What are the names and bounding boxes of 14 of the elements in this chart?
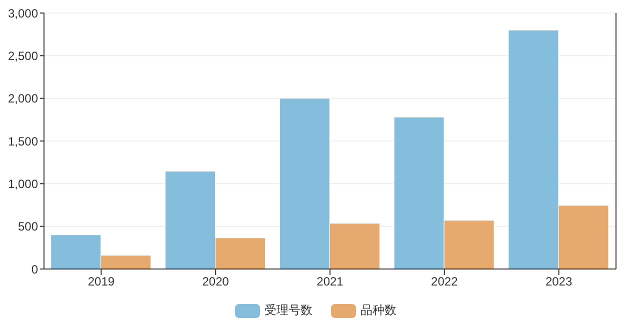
y-tick-label: 3,000 [8,6,38,20]
y-tick-label: 2,500 [8,48,38,63]
x-tick-label: 2019 [88,274,115,289]
y-tick-label: 0 [31,262,38,276]
y-tick-label: 2,000 [8,92,38,106]
legend-label: 受理号数 [264,302,312,319]
y-tick-label: 500 [18,220,38,234]
legend-label: 品种数 [360,302,396,319]
y-tick-label: 1,500 [8,134,38,148]
x-tick-label: 2022 [431,274,458,289]
x-tick-label: 2020 [202,274,230,289]
x-tick-label: 2021 [316,274,344,289]
x-tick-label: 2023 [545,274,572,289]
y-tick-label: 1,000 [8,176,38,191]
